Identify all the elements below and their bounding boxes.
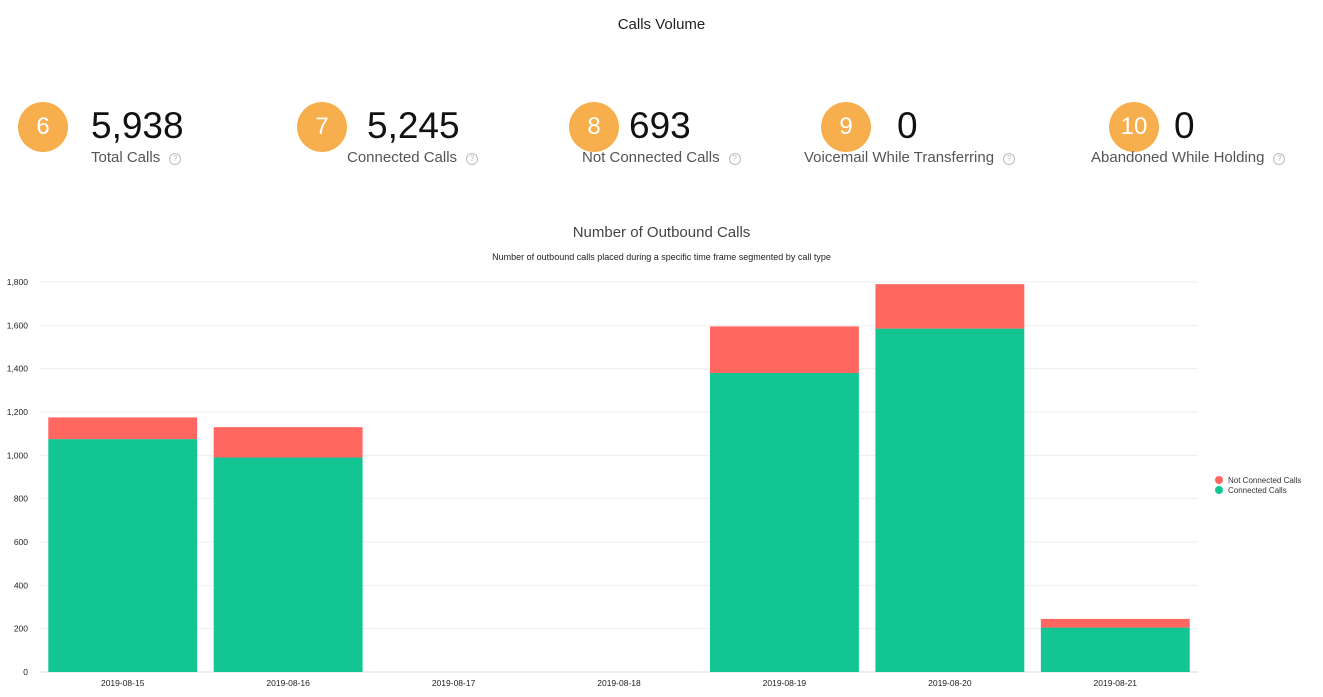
bar-segment-not-connected-calls [875, 284, 1025, 329]
page-title: Calls Volume [617, 16, 706, 33]
kpi-badge: 6 [18, 102, 68, 152]
question-circle-icon[interactable]: ? [728, 153, 741, 165]
kpi-value: 5,245 [367, 105, 460, 146]
legend-label: Connected Calls [1228, 485, 1287, 495]
bar-segment-connected-calls [875, 328, 1025, 672]
x-tick-label: 2019-08-15 [101, 678, 145, 688]
question-circle-icon[interactable]: ? [1003, 153, 1016, 165]
bar-segment-not-connected-calls [48, 417, 198, 440]
question-circle-icon[interactable]: ? [466, 153, 479, 165]
x-tick-label: 2019-08-16 [266, 678, 310, 688]
x-tick-label: 2019-08-20 [928, 678, 972, 688]
kpi-value: 0 [897, 105, 918, 146]
y-tick-label: 1,800 [7, 277, 29, 287]
y-tick-label: 0 [23, 667, 28, 677]
y-tick-label: 1,000 [7, 450, 29, 460]
kpi-label: Voicemail While Transferring [804, 149, 995, 166]
kpi-value: 693 [629, 105, 691, 146]
y-tick-label: 600 [14, 537, 28, 547]
y-tick-label: 1,400 [7, 364, 29, 374]
kpi-label: Abandoned While Holding [1091, 149, 1265, 166]
kpi-badge: 9 [821, 102, 871, 152]
bar-segment-connected-calls [709, 373, 859, 672]
kpi-badge: 7 [297, 102, 347, 152]
bar-segment-not-connected-calls [213, 427, 363, 458]
kpi-label: Not Connected Calls [582, 149, 720, 166]
legend-item-connected[interactable]: Connected Calls [1215, 485, 1301, 495]
chart-legend: Not Connected Calls Connected Calls [1215, 475, 1301, 495]
kpi-value: 0 [1174, 105, 1195, 146]
bar-segment-connected-calls [1040, 627, 1190, 672]
kpi-row: 6 5,938 Total Calls? 7 5,245 Connected C… [0, 100, 1323, 180]
question-circle-icon[interactable]: ? [1273, 153, 1286, 165]
chart-subtitle: Number of outbound calls placed during a… [492, 252, 831, 262]
question-circle-icon[interactable]: ? [169, 153, 182, 165]
x-tick-label: 2019-08-18 [597, 678, 641, 688]
legend-swatch [1215, 476, 1223, 484]
y-tick-label: 800 [14, 494, 28, 504]
legend-item-not-connected[interactable]: Not Connected Calls [1215, 475, 1301, 485]
x-tick-label: 2019-08-19 [763, 678, 807, 688]
bar-segment-not-connected-calls [709, 326, 859, 373]
chart-title: Number of Outbound Calls [572, 224, 751, 241]
bar-segment-not-connected-calls [1040, 618, 1190, 628]
kpi-label: Connected Calls [347, 149, 458, 166]
kpi-value: 5,938 [91, 105, 184, 146]
kpi-badge: 10 [1109, 102, 1159, 152]
x-tick-label: 2019-08-17 [432, 678, 476, 688]
y-tick-label: 1,200 [7, 407, 29, 417]
kpi-label: Total Calls [91, 149, 161, 166]
legend-swatch [1215, 486, 1223, 494]
kpi-badge: 8 [569, 102, 619, 152]
y-tick-label: 200 [14, 624, 28, 634]
bar-segment-connected-calls [213, 457, 363, 672]
x-tick-label: 2019-08-21 [1094, 678, 1138, 688]
bar-segment-connected-calls [48, 439, 198, 672]
y-tick-label: 400 [14, 580, 28, 590]
y-tick-label: 1,600 [7, 320, 29, 330]
legend-label: Not Connected Calls [1228, 475, 1302, 485]
